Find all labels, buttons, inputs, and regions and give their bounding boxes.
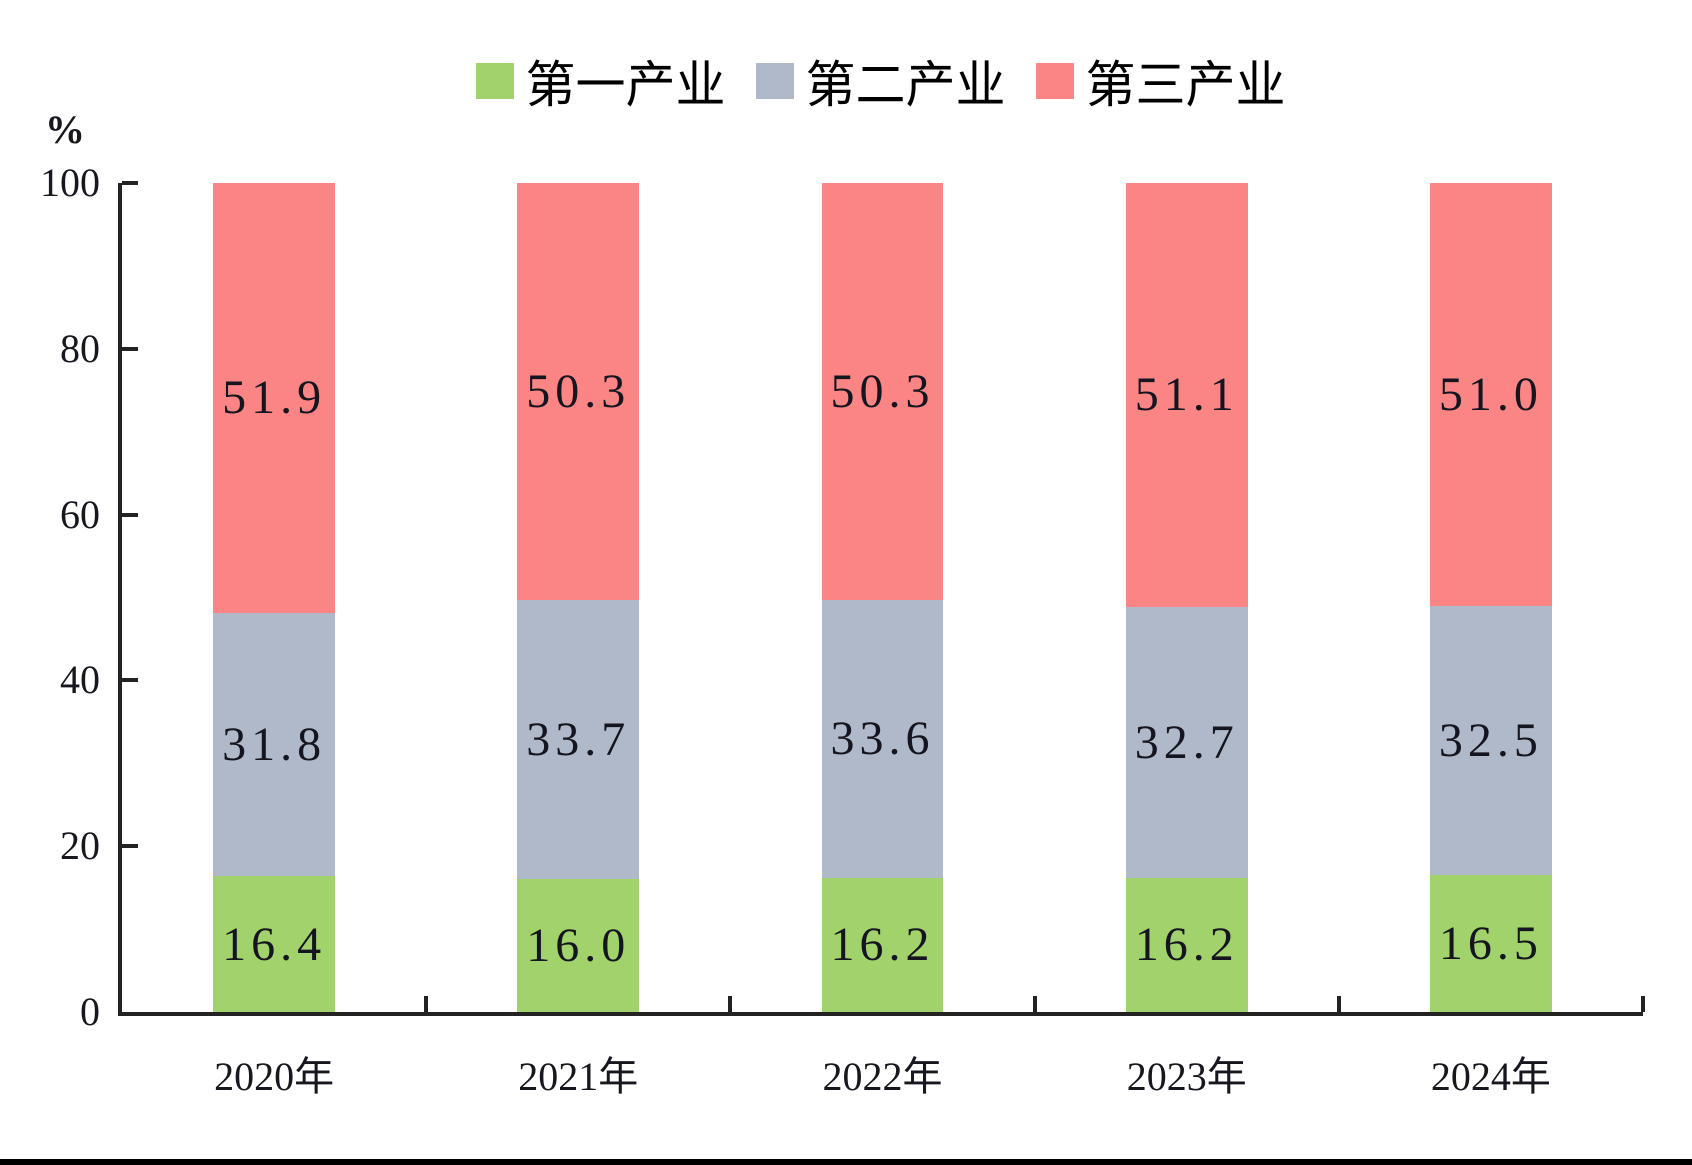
plot-area: 16.4 31.8 51.9 2020年 16.0 33.7 50.3 2021年 16.2 33… — [118, 181, 1645, 1099]
category-2022: 16.2 33.6 50.3 2022年 — [730, 183, 1034, 1099]
bar-segment-series-3: 51.9 — [213, 183, 335, 613]
stacked-bar: 16.0 33.7 50.3 — [517, 183, 640, 1012]
x-axis-tick-mark — [1336, 996, 1341, 1012]
segment-value-label: 16.4 — [222, 917, 327, 971]
legend: 第一产业 第二产业 第三产业 — [118, 50, 1643, 113]
segment-value-label: 50.3 — [830, 364, 935, 418]
segment-value-label: 32.7 — [1134, 715, 1239, 769]
stacked-bar: 16.2 32.7 51.1 — [1125, 183, 1248, 1012]
bar-segment-series-3: 50.3 — [517, 183, 640, 601]
stacked-bar: 16.5 32.5 51.0 — [1430, 183, 1552, 1012]
legend-swatch-icon — [475, 63, 514, 99]
segment-value-label: 33.6 — [830, 712, 935, 766]
x-axis-category-label: 2024年 — [1430, 1054, 1551, 1099]
legend-item-series-3: 第三产业 — [1035, 45, 1286, 117]
x-axis-tick-mark — [728, 996, 733, 1012]
y-axis-tick-mark — [122, 512, 138, 517]
category-2021: 16.0 33.7 50.3 2021年 — [426, 183, 730, 1099]
y-axis-tick-mark — [122, 181, 138, 185]
bar-segment-series-2: 33.7 — [517, 600, 640, 880]
category-2024: 16.5 32.5 51.0 2024年 — [1339, 183, 1643, 1099]
segment-value-label: 33.7 — [526, 713, 631, 767]
segment-value-label: 32.5 — [1438, 714, 1543, 767]
x-axis-category-label: 2020年 — [214, 1054, 335, 1099]
legend-swatch-icon — [1035, 63, 1074, 99]
y-axis-tick-mark — [122, 678, 138, 683]
bar-segment-series-1: 16.0 — [517, 879, 640, 1012]
y-axis-tick-label: 100 — [40, 160, 100, 205]
bar-segment-series-2: 32.7 — [1125, 606, 1248, 878]
segment-value-label: 31.8 — [222, 718, 327, 772]
y-axis-unit-label: % — [45, 107, 85, 152]
x-axis-category-label: 2021年 — [518, 1054, 639, 1099]
legend-item-series-2: 第二产业 — [755, 45, 1006, 117]
y-axis-tick-mark — [122, 844, 138, 849]
y-axis-tick-label: 40 — [60, 657, 100, 703]
segment-value-label: 16.2 — [830, 918, 935, 972]
y-axis-tick-label: 60 — [60, 491, 100, 537]
legend-label: 第二产业 — [805, 57, 1006, 113]
x-axis-tick-mark — [1032, 996, 1037, 1012]
bar-segment-series-1: 16.4 — [213, 876, 335, 1012]
bar-segment-series-1: 16.2 — [821, 877, 944, 1012]
bar-segment-series-3: 50.3 — [821, 183, 944, 600]
stacked-bar: 16.2 33.6 50.3 — [821, 183, 944, 1012]
bar-categories: 16.4 31.8 51.9 2020年 16.0 33.7 50.3 2021年 16.2 33… — [122, 183, 1643, 1099]
legend-swatch-icon — [755, 63, 794, 99]
category-2023: 16.2 32.7 51.1 2023年 — [1035, 183, 1339, 1099]
legend-label: 第三产业 — [1085, 57, 1286, 113]
y-axis-tick-mark — [122, 346, 138, 351]
segment-value-label: 51.9 — [222, 371, 327, 425]
segment-value-label: 16.0 — [526, 919, 631, 973]
bar-segment-series-1: 16.2 — [1125, 877, 1248, 1012]
bottom-divider-bar — [0, 1159, 1692, 1165]
x-axis-category-label: 2022年 — [822, 1054, 943, 1099]
x-axis-tick-mark — [424, 996, 429, 1012]
category-2020: 16.4 31.8 51.9 2020年 — [122, 183, 426, 1099]
y-axis-tick-label: 80 — [60, 325, 100, 371]
x-axis-tick-mark — [1641, 996, 1645, 1012]
bar-segment-series-1: 16.5 — [1430, 875, 1552, 1012]
bar-segment-series-2: 31.8 — [213, 612, 335, 877]
segment-value-label: 16.2 — [1134, 918, 1239, 972]
segment-value-label: 51.0 — [1438, 367, 1543, 421]
bar-segment-series-3: 51.0 — [1430, 183, 1552, 606]
stacked-bar: 16.4 31.8 51.9 — [213, 183, 335, 1012]
segment-value-label: 50.3 — [526, 365, 631, 419]
y-axis-tick-labels: 0 20 40 60 80 100 — [0, 160, 100, 1034]
x-axis-category-label: 2023年 — [1126, 1054, 1247, 1099]
bar-segment-series-2: 32.5 — [1430, 605, 1552, 876]
legend-item-series-1: 第一产业 — [475, 45, 726, 117]
segment-value-label: 51.1 — [1134, 368, 1239, 422]
legend-label: 第一产业 — [525, 57, 726, 113]
y-axis-tick-label: 20 — [60, 823, 100, 869]
y-axis-tick-label: 0 — [80, 989, 100, 1034]
segment-value-label: 16.5 — [1438, 917, 1543, 971]
bar-segment-series-2: 33.6 — [821, 599, 944, 878]
bar-segment-series-3: 51.1 — [1125, 183, 1248, 607]
